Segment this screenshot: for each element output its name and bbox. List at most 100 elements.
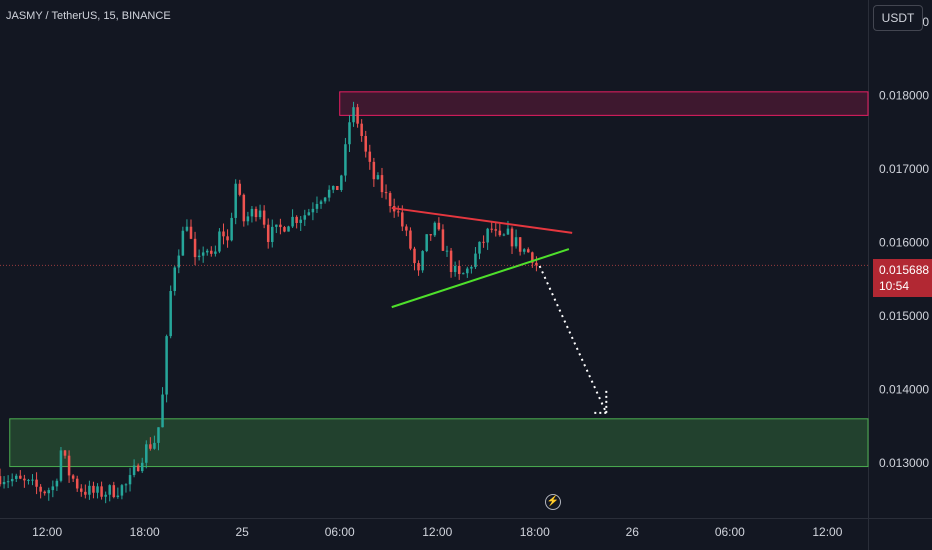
y-tick-label: 0.014000 xyxy=(879,382,929,396)
candle-body xyxy=(2,481,6,485)
candle-body xyxy=(55,480,59,487)
lightning-icon[interactable]: ⚡ xyxy=(545,494,561,510)
candle-body xyxy=(275,224,278,227)
candle-body xyxy=(470,267,473,269)
candle-body xyxy=(413,248,416,264)
candle-body xyxy=(287,226,290,232)
candle-body xyxy=(214,251,217,254)
x-tick-label: 06:00 xyxy=(325,525,355,539)
candle-body xyxy=(189,226,193,239)
candle-body xyxy=(388,193,392,207)
candle-body xyxy=(43,491,46,494)
candle-body xyxy=(384,192,388,194)
candle-body xyxy=(145,444,148,463)
candle-body xyxy=(449,250,453,272)
y-tick-label: 0.013000 xyxy=(879,456,929,470)
candles-group xyxy=(0,101,538,504)
candle-body xyxy=(490,228,493,230)
candle-body xyxy=(230,217,233,241)
support-zone xyxy=(9,418,869,468)
candle-body xyxy=(348,122,351,145)
candle-body xyxy=(128,475,132,485)
candle-body xyxy=(234,183,237,218)
candle-body xyxy=(250,208,254,217)
candle-body xyxy=(433,222,437,236)
candle-body xyxy=(71,475,75,479)
candle-body xyxy=(51,486,55,491)
candle-body xyxy=(258,210,262,218)
candle-body xyxy=(226,236,229,241)
candle-body xyxy=(535,262,538,266)
currency-button[interactable]: USDT xyxy=(873,5,923,31)
candle-body xyxy=(197,255,201,258)
candle-body xyxy=(177,255,181,268)
candle-body xyxy=(303,215,307,220)
candle-body xyxy=(307,212,311,216)
candle-body xyxy=(340,175,343,190)
candle-body xyxy=(327,189,331,198)
candle-body xyxy=(75,478,79,489)
candle-body xyxy=(291,216,294,227)
candle-body xyxy=(457,265,461,274)
candle-body xyxy=(429,234,433,236)
candle-body xyxy=(116,495,120,498)
candle-body xyxy=(149,444,152,449)
descending-trendline xyxy=(391,206,573,234)
last-price-badge: 0.015688 10:54 xyxy=(873,259,932,297)
candle-body xyxy=(222,231,225,237)
candle-body xyxy=(120,485,124,496)
candle-body xyxy=(441,229,445,251)
candle-body xyxy=(376,175,380,180)
candle-body xyxy=(474,253,477,268)
candle-body xyxy=(482,241,485,243)
candle-body xyxy=(262,210,266,225)
candle-body xyxy=(67,455,71,476)
candle-body xyxy=(80,488,83,492)
candle-body xyxy=(84,491,87,495)
candle-body xyxy=(486,228,489,243)
candle-body xyxy=(96,486,99,493)
candle-body xyxy=(421,251,424,271)
candle-body xyxy=(344,144,347,176)
x-tick-label: 18:00 xyxy=(520,525,550,539)
x-tick-label: 26 xyxy=(626,525,640,539)
x-tick-label: 06:00 xyxy=(715,525,745,539)
x-tick-label: 12:00 xyxy=(422,525,452,539)
candle-body xyxy=(124,484,128,486)
candle-body xyxy=(494,229,498,231)
candle-body xyxy=(266,224,270,242)
candle-body xyxy=(453,265,457,272)
candle-body xyxy=(417,263,420,271)
candle-body xyxy=(23,478,26,481)
candle-body xyxy=(6,481,10,483)
candle-body xyxy=(498,230,502,236)
candle-body xyxy=(92,485,95,493)
candle-body xyxy=(39,486,42,492)
candle-body xyxy=(283,227,286,232)
candle-body xyxy=(405,226,408,231)
candle-body xyxy=(19,475,22,479)
candle-body xyxy=(201,252,205,256)
candle-body xyxy=(445,250,449,252)
candle-body xyxy=(360,123,363,137)
candle-body xyxy=(181,230,185,256)
y-tick-label: 0.016000 xyxy=(879,235,929,249)
y-tick-label: 0.017000 xyxy=(879,162,929,176)
resistance-zone xyxy=(339,91,869,116)
candle-body xyxy=(161,394,164,428)
candle-body xyxy=(88,485,91,495)
candle-body xyxy=(514,237,518,247)
candle-body xyxy=(356,107,359,124)
candle-body xyxy=(169,291,172,337)
candle-body xyxy=(112,485,116,498)
candle-body xyxy=(136,465,140,472)
candle-body xyxy=(522,249,526,252)
candle-body xyxy=(380,175,384,193)
candle-body xyxy=(401,212,404,227)
candle-body xyxy=(466,268,469,274)
candle-body xyxy=(315,204,319,209)
candle-body xyxy=(185,226,189,231)
candle-body xyxy=(63,450,67,456)
